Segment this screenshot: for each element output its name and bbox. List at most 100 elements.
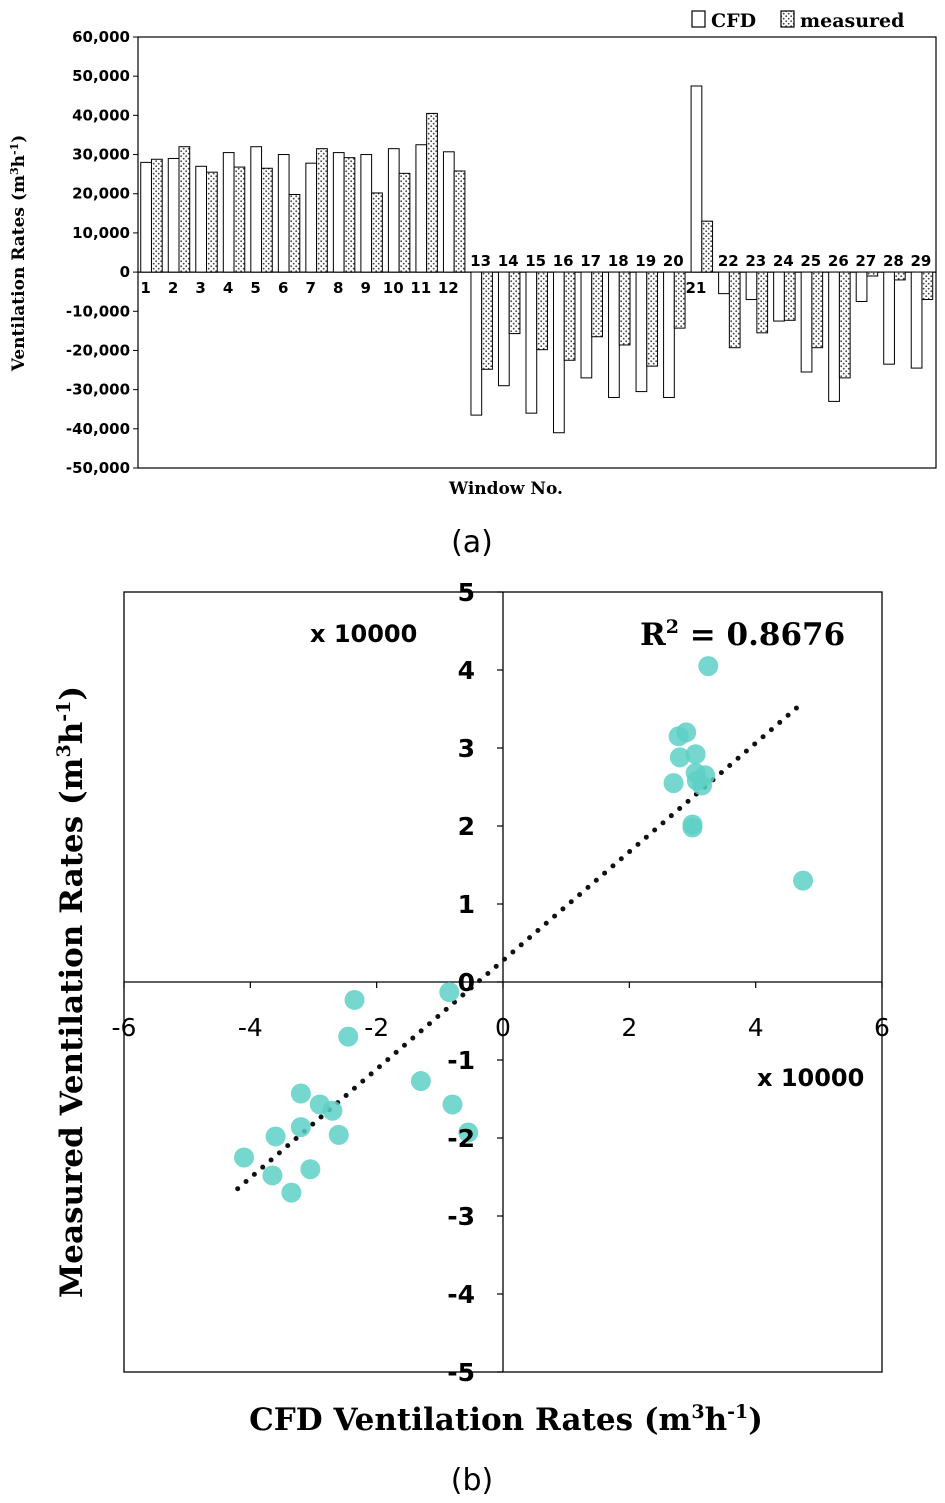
bar-measured [591,271,603,338]
bar-category-label: 10 [383,279,404,297]
scatter-point [328,1124,349,1145]
bar-category-label: 11 [410,279,431,297]
bar-y-tick-label: -20,000 [66,341,130,359]
bar-category-label: 19 [635,252,656,270]
bar-cfd [277,154,290,273]
bar-measured [481,271,493,370]
scatter-y-tick-label: 1 [458,890,475,919]
bar-legend: CFD measured [691,10,904,32]
bar-cfd [828,271,840,402]
bar-category-label: 1 [140,279,150,297]
scatter-x-axis-label: CFD Ventilation Rates (m3h-1) [249,1401,763,1438]
bar-measured [893,271,906,281]
bar-cfd [497,271,510,387]
scatter-points [234,656,814,1203]
bar-category-label: 23 [745,252,766,270]
bar-measured [646,271,659,367]
bar-cfd [910,271,923,369]
bar-cfd [250,146,263,273]
scatter-x-tick-label: -4 [238,1013,263,1042]
scatter-point [685,744,706,765]
bar-category-label: 21 [685,279,706,297]
bar-y-tick-label: 60,000 [72,28,130,46]
bar-category-label: 3 [195,279,205,297]
bar-measured [728,271,741,349]
bar-cfd [883,271,895,365]
bar-category-label: 2 [168,279,178,297]
legend-cfd-swatch [691,10,706,28]
bar-y-tick-label: 50,000 [72,67,130,85]
bar-y-tick-label: 20,000 [72,185,130,203]
scatter-point [793,870,814,891]
scatter-x-tick-label: -2 [364,1013,389,1042]
trendline [235,702,803,1192]
scatter-y-tick-label: 2 [458,812,475,841]
bar-y-tick-label: 30,000 [72,146,130,164]
scatter-y-axis-label: Measured Ventilation Rates (m3h-1) [53,686,90,1298]
scatter-y-tick-label: 5 [458,578,475,607]
scatter-point [265,1126,286,1147]
bar-measured [508,271,521,335]
scatter-point [442,1094,463,1115]
panel-label-b: (b) [451,1463,493,1498]
bar-measured [398,172,411,273]
bar-cfd [580,271,593,379]
scatter-y-tick-label: 3 [458,734,475,763]
bar-cfd [167,157,180,273]
bar-cfd [718,271,730,295]
bar-measured [783,271,796,321]
bar-measured [453,170,466,273]
scatter-point [262,1165,283,1186]
bar-measured [811,271,824,349]
bar-cfd [305,162,318,273]
scatter-y-tick-labels: 5 4 3 2 1 0 -1 -2 -3 -4 -5 [447,578,475,1387]
scatter-point [300,1159,321,1180]
legend-measured-label: measured [800,10,904,32]
scatter-x-tick-label: -6 [112,1013,137,1042]
bar-measured [756,271,769,334]
scatter-x-tick-label: 0 [495,1013,511,1042]
bar-category-label: 14 [498,252,519,270]
bar-cfd [387,148,400,273]
bar-cfd [525,271,538,414]
bar-measured [316,148,328,273]
bar-category-label: 13 [470,252,491,270]
bar-measured [673,271,686,329]
bar-cfd [360,154,373,273]
scatter-point [234,1147,255,1168]
scatter-x-tick-label: 4 [748,1013,764,1042]
bar-measured [536,271,548,351]
scatter-y-tick-label: -4 [447,1280,475,1309]
bar-category-label: 28 [883,252,904,270]
bar-y-tick-label: 0 [120,263,130,281]
x-multiplier-label: x 10000 [757,1064,864,1092]
bar-measured [563,271,576,361]
bar-measured [150,158,163,273]
scatter-y-tick-label: 4 [458,656,475,685]
bar-category-label: 8 [333,279,343,297]
scatter-point [668,726,689,747]
scatter-x-tick-labels: -6 -4 -2 0 2 4 6 [112,1013,890,1042]
bar-category-label: 26 [828,252,849,270]
bar-measured [233,166,246,273]
r-squared-label: R2 = 0.8676 [640,616,845,653]
bar-category-label: 6 [278,279,288,297]
legend-cfd-label: CFD [711,10,756,32]
scatter-point [458,1122,479,1143]
bar-measured [426,112,438,273]
bar-cfd [773,271,785,322]
scatter-point [290,1117,311,1138]
legend-measured-swatch [780,10,795,28]
bar-category-label: 24 [773,252,794,270]
bar-y-tick-labels: 60,000 50,000 40,000 30,000 20,000 10,000 0 -10… [66,28,130,477]
bar-category-label: 15 [525,252,546,270]
scatter-trendline [235,702,803,1192]
bar-y-tick-label: -40,000 [66,420,130,438]
scatter-point [338,1026,359,1047]
bar-measured [838,271,851,379]
scatter-point [322,1100,343,1121]
bar-cfd [635,271,648,393]
bar-category-label: 17 [580,252,601,270]
bar-cfd [415,144,428,273]
